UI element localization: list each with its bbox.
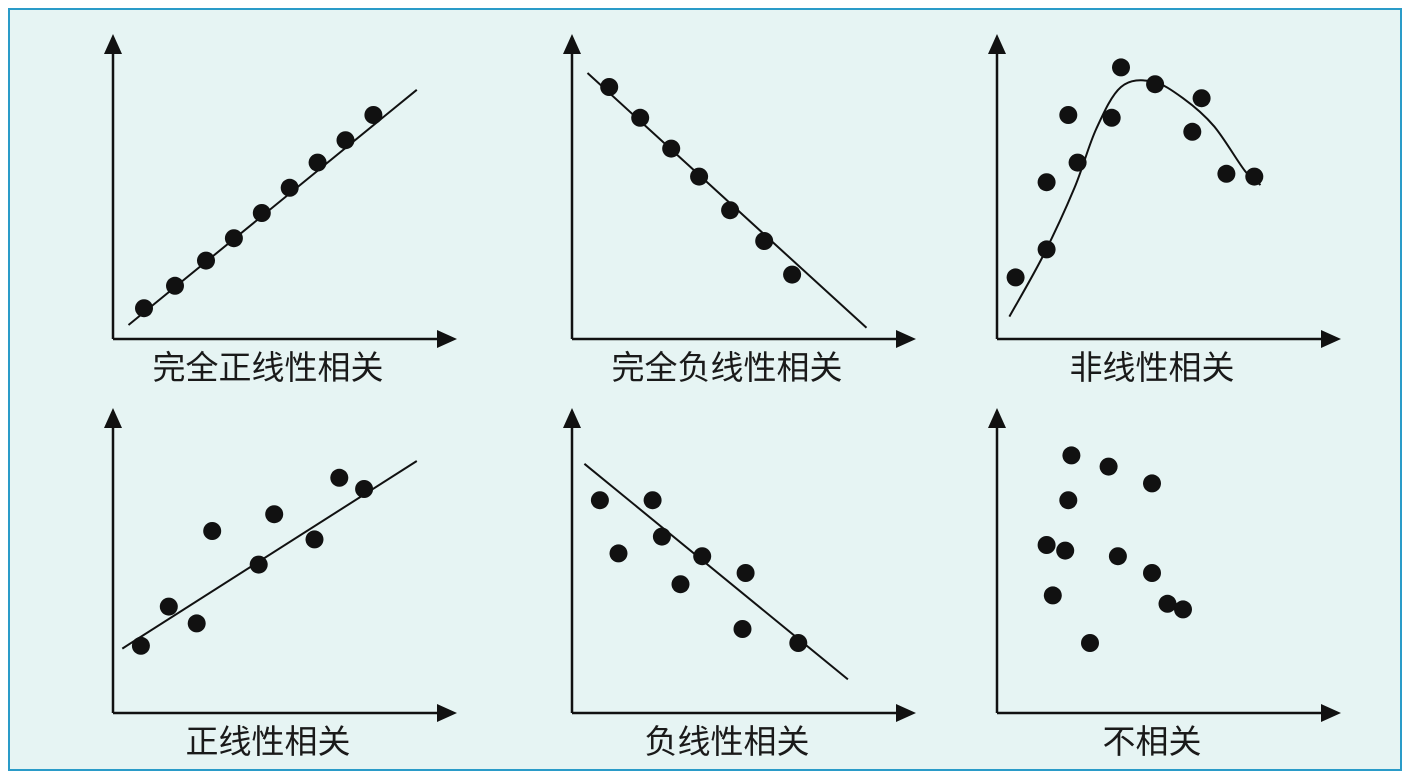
- data-point: [197, 251, 215, 270]
- trend-line: [583, 463, 849, 681]
- data-point: [364, 106, 383, 124]
- data-point: [789, 634, 808, 652]
- data-point: [203, 522, 222, 540]
- y-axis-arrow: [988, 34, 1006, 54]
- data-point: [1056, 541, 1075, 560]
- panel-title: 正线性相关: [185, 722, 351, 761]
- data-point: [721, 201, 740, 220]
- data-point: [671, 575, 690, 594]
- y-axis-arrow: [563, 408, 581, 428]
- data-point: [1174, 600, 1192, 619]
- data-point: [590, 491, 609, 510]
- data-point: [1037, 173, 1056, 192]
- data-point: [355, 480, 374, 498]
- data-point: [249, 555, 268, 574]
- data-point: [305, 530, 324, 549]
- data-point: [1245, 167, 1264, 186]
- data-point: [1037, 240, 1056, 259]
- trend-curve: [1008, 79, 1262, 318]
- scatter-plot: [104, 34, 457, 348]
- data-point: [159, 597, 178, 616]
- data-point: [609, 544, 628, 563]
- x-axis-arrow: [1321, 330, 1341, 348]
- data-point: [652, 527, 671, 546]
- data-point: [733, 620, 752, 638]
- figure-frame: 完全正线性相关 完全负线性相关 非线性相关 正线性相关 负线性相关 不相关: [8, 8, 1402, 771]
- data-point: [280, 178, 299, 197]
- data-point: [1146, 75, 1165, 94]
- panel-title: 负线性相关: [644, 722, 810, 761]
- panel-title: 完全负线性相关: [611, 348, 843, 387]
- data-point: [693, 547, 712, 566]
- data-point: [690, 167, 709, 186]
- x-axis-arrow: [896, 330, 916, 348]
- data-point: [1102, 108, 1121, 127]
- data-point: [662, 139, 681, 158]
- data-point: [252, 204, 271, 222]
- data-point: [308, 153, 327, 172]
- data-point: [1037, 536, 1056, 554]
- scatter-plot: [104, 408, 457, 722]
- data-point: [166, 276, 184, 295]
- data-point: [643, 491, 662, 510]
- data-point: [1143, 474, 1161, 493]
- data-point: [224, 229, 243, 248]
- data-point: [1043, 586, 1062, 605]
- data-point: [265, 505, 284, 524]
- data-point: [1081, 634, 1099, 652]
- scatter-plot: [988, 34, 1341, 348]
- x-axis-arrow: [437, 330, 457, 348]
- scatter-plot: [563, 408, 916, 722]
- x-axis-arrow: [1321, 704, 1341, 722]
- data-point: [1108, 547, 1127, 566]
- panel-perfect-negative-linear: 完全负线性相关: [547, 34, 916, 387]
- data-point: [736, 564, 755, 582]
- data-point: [187, 614, 206, 633]
- panel-positive-linear: 正线性相关: [88, 408, 457, 761]
- panel-nonlinear: 非线性相关: [972, 34, 1341, 387]
- data-point: [330, 468, 349, 487]
- panel-title: 完全正线性相关: [152, 348, 384, 387]
- data-point: [1006, 268, 1025, 287]
- panel-title: 不相关: [1102, 722, 1202, 761]
- data-point: [631, 108, 650, 127]
- scatter-plot: [563, 34, 916, 348]
- data-point: [1099, 457, 1118, 476]
- data-point: [1062, 446, 1081, 465]
- y-axis-arrow: [988, 408, 1006, 428]
- panel-negative-linear: 负线性相关: [547, 408, 916, 761]
- panel-no-correlation: 不相关: [972, 408, 1341, 761]
- data-point: [1192, 89, 1211, 108]
- y-axis-arrow: [104, 34, 122, 54]
- data-point: [755, 232, 774, 250]
- x-axis-arrow: [896, 704, 916, 722]
- data-point: [135, 299, 153, 318]
- data-point: [1183, 122, 1202, 141]
- data-point: [600, 78, 619, 96]
- data-point: [1143, 564, 1161, 582]
- data-point: [131, 636, 150, 655]
- panel-perfect-positive-linear: 完全正线性相关: [88, 34, 457, 387]
- data-point: [1217, 164, 1236, 183]
- y-axis-arrow: [104, 408, 122, 428]
- scatter-plot: [988, 408, 1341, 722]
- data-point: [1112, 58, 1130, 77]
- data-point: [783, 265, 802, 284]
- panel-title: 非线性相关: [1069, 348, 1235, 387]
- trend-line: [586, 72, 868, 329]
- x-axis-arrow: [437, 704, 457, 722]
- y-axis-arrow: [563, 34, 581, 54]
- data-point: [336, 131, 355, 150]
- data-point: [1158, 594, 1177, 613]
- data-point: [1059, 106, 1078, 124]
- data-point: [1059, 491, 1078, 510]
- data-point: [1068, 153, 1087, 172]
